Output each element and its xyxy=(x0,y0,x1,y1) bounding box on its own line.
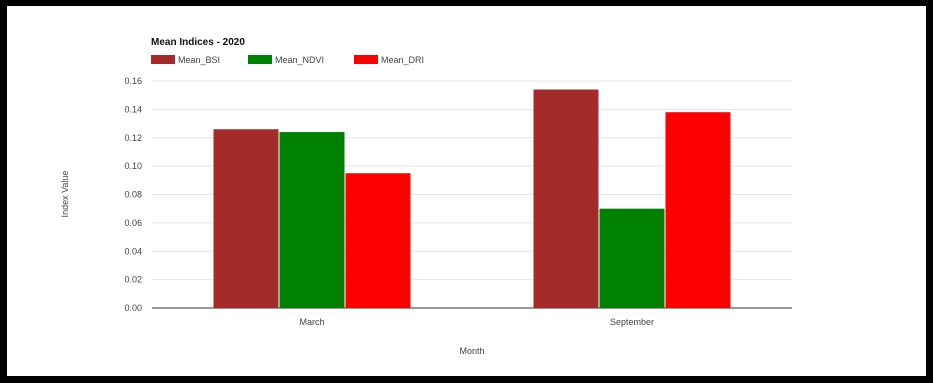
chart-title: Mean Indices - 2020 xyxy=(151,37,245,48)
y-tick-label: 0.14 xyxy=(124,104,142,114)
bar-chart: Mean Indices - 2020 Mean_BSI Mean_NDVI Mea… xyxy=(60,37,792,356)
x-tick-label: September xyxy=(610,317,654,327)
legend-swatch-mean_ndvi xyxy=(248,55,272,64)
bar-mean_bsi-march xyxy=(213,129,279,308)
x-axis-title: Month xyxy=(459,346,484,356)
bar-mean_dri-march xyxy=(345,173,411,308)
y-tick-label: 0.04 xyxy=(124,246,142,256)
legend-label-mean_dri: Mean_DRI xyxy=(381,55,424,65)
y-tick-label: 0.02 xyxy=(124,275,142,285)
legend-label-mean_ndvi: Mean_NDVI xyxy=(275,55,324,65)
y-axis-title: Index Value xyxy=(60,171,70,218)
y-tick-label: 0.08 xyxy=(124,190,142,200)
y-tick-label: 0.06 xyxy=(124,218,142,228)
legend-swatch-mean_dri xyxy=(354,55,378,64)
y-tick-label: 0.16 xyxy=(124,76,142,86)
bar-mean_dri-september xyxy=(665,112,731,309)
legend-label-mean_bsi: Mean_BSI xyxy=(178,55,220,65)
x-axis-ticks: March September xyxy=(299,317,654,327)
y-tick-label: 0.10 xyxy=(124,161,142,171)
y-tick-label: 0.12 xyxy=(124,133,142,143)
bar-mean_ndvi-march xyxy=(279,132,345,308)
y-tick-label: 0.00 xyxy=(124,303,142,313)
x-tick-label: March xyxy=(299,317,324,327)
bar-mean_bsi-september xyxy=(533,89,599,308)
legend-swatch-mean_bsi xyxy=(151,55,175,64)
bars xyxy=(213,89,731,309)
bar-mean_ndvi-september xyxy=(599,208,665,308)
legend: Mean_BSI Mean_NDVI Mean_DRI xyxy=(151,55,424,65)
y-axis-ticks: 0.00 0.02 0.04 0.06 0.08 0.10 0.12 0.14 0.16 xyxy=(124,76,142,313)
chart-frame: Mean Indices - 2020 Mean_BSI Mean_NDVI Mea… xyxy=(7,6,926,376)
